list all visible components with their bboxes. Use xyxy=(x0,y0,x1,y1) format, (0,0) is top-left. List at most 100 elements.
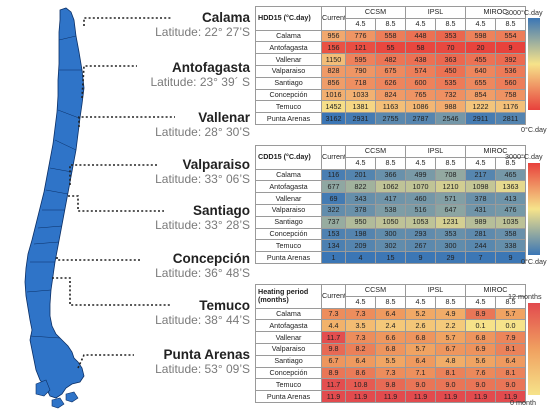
cdd15-scale-max-label: 3000°C.day xyxy=(505,152,543,161)
row-label: Vallenar xyxy=(255,192,322,205)
heat-cell: 11.9 xyxy=(374,390,407,403)
heat-cell: 8.1 xyxy=(495,342,527,356)
heat-cell: 431 xyxy=(465,203,497,217)
heat-cell: 11.9 xyxy=(435,390,467,403)
heat-cell: 560 xyxy=(495,76,527,90)
row-label: Antofagasta xyxy=(255,319,322,333)
heat-cell: 209 xyxy=(345,239,376,253)
heating-period-panel: Heating period (months) Current CCSM IPS… xyxy=(255,284,527,403)
city-name: Punta Arenas xyxy=(163,347,250,362)
heat-cell: 8.2 xyxy=(345,342,376,356)
heat-cell: 640 xyxy=(465,64,497,78)
row-label: Concepción xyxy=(255,366,322,380)
table-row: Vallenar 11.7 7.3 6.6 6.8 5.7 6.8 7.9 xyxy=(255,331,527,344)
heat-cell: 765 xyxy=(405,88,437,102)
heat-cell: 6.7 xyxy=(321,354,346,368)
heat-cell: 20 xyxy=(465,41,497,55)
scenario-header: 8.5 xyxy=(374,156,407,170)
heat-cell: 11.9 xyxy=(465,390,497,403)
city-latitude: Latitude: 33° 06’S xyxy=(155,172,250,186)
heat-cell: 2546 xyxy=(435,112,467,125)
heat-cell: 300 xyxy=(374,227,407,241)
heat-cell: 198 xyxy=(345,227,376,241)
row-label: Valparaiso xyxy=(255,342,322,356)
cdd15-color-scale xyxy=(528,163,540,255)
heat-cell: 6.4 xyxy=(374,307,407,321)
table-row: Santiago 6.7 6.4 5.5 6.4 4.8 5.6 6.4 xyxy=(255,354,527,368)
heat-cell: 1222 xyxy=(465,100,497,114)
heat-cell: 11.9 xyxy=(405,390,437,403)
city-temuco: Temuco Latitude: 38° 44’S xyxy=(155,298,250,327)
row-label: Punta Arenas xyxy=(255,390,322,403)
row-label: Temuco xyxy=(255,100,322,114)
heat-cell: 7.3 xyxy=(321,307,346,321)
heat-cell: 121 xyxy=(345,41,376,55)
heat-cell: 156 xyxy=(321,41,346,55)
scenario-header: 4.5 xyxy=(465,156,497,170)
heat-cell: 8.6 xyxy=(345,366,376,380)
model-header: MIROC xyxy=(465,284,527,297)
hdd15-color-scale xyxy=(528,18,540,110)
heat-cell: 322 xyxy=(321,203,346,217)
heat-cell: 448 xyxy=(405,29,437,43)
table-row: Vallenar 69 343 417 460 571 378 413 xyxy=(255,192,527,205)
row-label: Vallenar xyxy=(255,331,322,344)
heat-cell: 6.6 xyxy=(374,331,407,344)
heat-cell: 293 xyxy=(405,227,437,241)
heat-cell: 600 xyxy=(405,76,437,90)
table-title: Heating period (months) xyxy=(255,284,322,309)
heat-cell: 732 xyxy=(435,88,467,102)
heat-cell: 956 xyxy=(321,29,346,43)
city-name: Santiago xyxy=(192,203,250,218)
heat-cell: 647 xyxy=(435,203,467,217)
scenario-header: 8.5 xyxy=(495,17,527,31)
row-label: Punta Arenas xyxy=(255,251,322,264)
heat-cell: 3.5 xyxy=(345,319,376,333)
heat-cell: 6.4 xyxy=(405,354,437,368)
heat-cell: 6.8 xyxy=(374,342,407,356)
heat-cell: 9 xyxy=(495,251,527,264)
heat-cell: 302 xyxy=(374,239,407,253)
table-row: Valparaiso 828 790 675 574 450 640 536 xyxy=(255,64,527,78)
heat-cell: 4.8 xyxy=(435,354,467,368)
row-label: Calama xyxy=(255,307,322,321)
hdd15-table: HDD15 (°C.day) Current CCSM IPSL MIROC 4… xyxy=(255,6,527,125)
heat-cell: 300 xyxy=(435,239,467,253)
heat-cell: 737 xyxy=(321,215,346,229)
heat-cell: 11.9 xyxy=(495,390,527,403)
heat-cell: 338 xyxy=(495,239,527,253)
heat-cell: 7 xyxy=(465,251,497,264)
heat-cell: 6.8 xyxy=(405,331,437,344)
scenario-header: 8.5 xyxy=(435,17,467,31)
region-borders xyxy=(26,35,82,339)
table-row: Valparaiso 9.8 8.2 6.8 5.7 6.7 6.9 8.1 xyxy=(255,342,527,356)
heat-cell: 595 xyxy=(345,53,376,66)
heat-cell: 1053 xyxy=(405,215,437,229)
table-row: Temuco 11.7 10.8 9.8 9.0 9.0 9.0 9.0 xyxy=(255,378,527,392)
heat-cell: 499 xyxy=(405,168,437,182)
table-row: Punta Arenas 1 4 15 9 29 7 9 xyxy=(255,251,527,264)
row-label: Vallenar xyxy=(255,53,322,66)
scenario-header: 8.5 xyxy=(374,295,407,309)
heat-cell: 558 xyxy=(374,29,407,43)
heat-cell: 7.3 xyxy=(345,331,376,344)
heat-cell: 0.1 xyxy=(465,319,497,333)
table-row: Concepción 1016 1033 824 765 732 854 758 xyxy=(255,88,527,102)
row-label: Calama xyxy=(255,168,322,182)
chile-mainland xyxy=(24,7,85,399)
cdd15-panel: CDD15 (°C.day) Current CCSM IPSL MIROC 4… xyxy=(255,145,527,264)
heat-cell: 70 xyxy=(435,41,467,55)
heat-cell: 366 xyxy=(374,168,407,182)
heat-cell: 536 xyxy=(495,64,527,78)
heat-cell: 828 xyxy=(321,64,346,78)
heat-cell: 571 xyxy=(435,192,467,205)
heating-period-table: Heating period (months) Current CCSM IPS… xyxy=(255,284,527,403)
table-row: Valparaiso 322 378 538 516 647 431 476 xyxy=(255,203,527,217)
heat-cell: 1231 xyxy=(435,215,467,229)
hdd15-panel: HDD15 (°C.day) Current CCSM IPSL MIROC 4… xyxy=(255,6,527,125)
heat-cell: 5.6 xyxy=(465,354,497,368)
heat-cell: 1210 xyxy=(435,180,467,194)
heat-cell: 9.0 xyxy=(435,378,467,392)
table-row: Vallenar 1150 595 482 438 363 455 392 xyxy=(255,53,527,66)
row-label: Antofagasta xyxy=(255,180,322,194)
